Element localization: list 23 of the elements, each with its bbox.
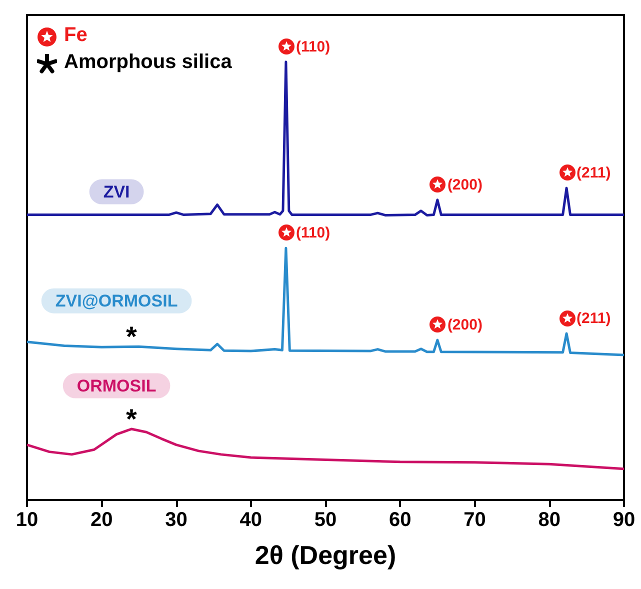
annotation: (200) [447, 316, 482, 334]
series-label: ZVI [103, 182, 130, 202]
x-axis-title: 2θ (Degree) [254, 540, 396, 570]
text: Fe [64, 24, 88, 46]
annotation: (211) [576, 164, 611, 182]
annotation: (110) [296, 224, 330, 242]
annotation: Amorphous silica [64, 51, 233, 73]
x-tick-label: 20 [90, 509, 113, 531]
text: ZVI@ORMOSIL [55, 291, 178, 310]
x-tick-label: 50 [314, 509, 337, 531]
annotation: * [126, 321, 138, 352]
x-tick-label: 80 [538, 509, 560, 531]
x-tick-label: 70 [464, 509, 486, 531]
annotation: (211) [576, 310, 611, 328]
text: ORMOSIL [76, 376, 156, 396]
annotation: * [126, 404, 138, 435]
annotation: (200) [447, 176, 482, 194]
x-tick-label: 90 [612, 509, 636, 531]
x-tick-label: 60 [389, 509, 412, 531]
x-tick-label: 40 [240, 509, 262, 531]
x-tick-label: 30 [165, 509, 188, 531]
x-tick-label: 10 [16, 509, 38, 531]
annotation: (110) [296, 38, 330, 56]
